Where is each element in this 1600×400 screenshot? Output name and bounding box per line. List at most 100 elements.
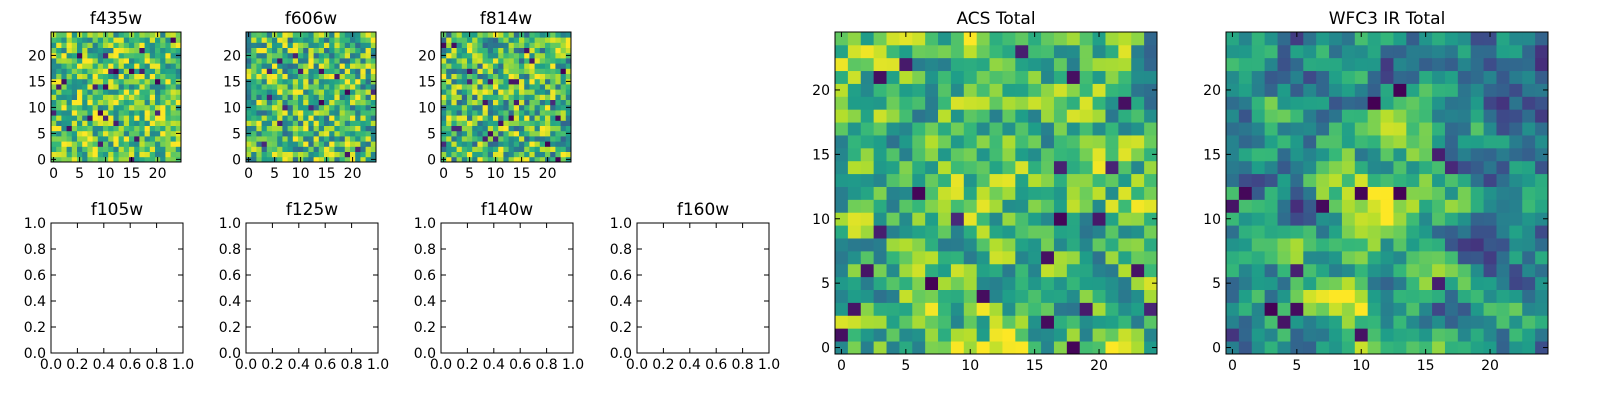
heatmap-cell	[139, 130, 145, 137]
heatmap-cell	[1066, 109, 1081, 123]
heatmap-cell	[108, 156, 114, 163]
heatmap-cell	[71, 37, 78, 43]
heatmap-cell	[292, 151, 299, 158]
heatmap-cell	[524, 94, 530, 100]
heatmap-cell	[545, 78, 551, 85]
heatmap-cell	[446, 120, 452, 126]
heatmap-cell	[899, 212, 913, 226]
heatmap-cell	[56, 32, 62, 38]
heatmap-cell	[334, 130, 340, 137]
ytick-label: 0.8	[219, 242, 241, 258]
heatmap-cell	[835, 212, 849, 226]
heatmap-cell	[365, 32, 372, 38]
heatmap-cell	[1367, 225, 1381, 239]
heatmap-cell	[1380, 315, 1394, 329]
heatmap-cell	[513, 110, 520, 116]
heatmap-cell	[144, 32, 151, 38]
heatmap-cell	[493, 47, 499, 54]
heatmap-cell	[1509, 32, 1523, 46]
heatmap-cell	[1066, 44, 1081, 59]
heatmap-cell	[925, 341, 939, 355]
heatmap-cell	[555, 125, 561, 132]
heatmap-cell	[339, 151, 346, 158]
heatmap-cell	[108, 89, 114, 95]
heatmap-cell	[860, 109, 875, 123]
heatmap-cell	[1131, 122, 1145, 136]
heatmap-cell	[139, 141, 145, 147]
heatmap-cell	[1393, 57, 1407, 72]
heatmap-cell	[477, 42, 483, 48]
heatmap-cell	[298, 52, 304, 59]
ytick-label: 10	[28, 100, 46, 116]
heatmap-cell	[139, 146, 145, 152]
heatmap-cell	[524, 58, 530, 64]
heatmap-cell	[287, 84, 294, 90]
heatmap-cell	[456, 52, 463, 59]
heatmap-cell	[1329, 302, 1343, 316]
heatmap-cell	[1341, 173, 1356, 187]
heatmap-cell	[324, 94, 330, 100]
heatmap-cell	[313, 73, 320, 80]
heatmap-cell	[482, 156, 489, 163]
heatmap-cell	[123, 68, 130, 74]
heatmap-cell	[976, 328, 990, 342]
heatmap-cell	[1329, 57, 1343, 72]
heatmap-cell	[539, 99, 546, 106]
heatmap-cell	[1316, 289, 1330, 303]
heatmap-cell	[256, 52, 262, 59]
heatmap-cell	[456, 104, 463, 111]
heatmap-cell	[61, 146, 67, 152]
heatmap-cell	[256, 58, 262, 64]
heatmap-cell	[155, 37, 161, 43]
heatmap-cell	[1277, 341, 1291, 355]
heatmap-cell	[963, 109, 978, 123]
heatmap-cell	[912, 70, 926, 84]
heatmap-cell	[282, 58, 288, 64]
heatmap-cell	[860, 302, 875, 316]
heatmap-cell	[1264, 289, 1278, 303]
heatmap-cell	[1535, 109, 1549, 123]
heatmap-cell	[1509, 250, 1523, 265]
heatmap-cell	[360, 125, 366, 132]
heatmap-cell	[1251, 160, 1266, 175]
heatmap-cell	[165, 73, 171, 80]
heatmap-cell	[313, 58, 320, 64]
heatmap-cell	[298, 110, 304, 116]
heatmap-cell	[539, 84, 546, 90]
heatmap-cell	[118, 68, 125, 74]
heatmap-cell	[261, 110, 268, 116]
heatmap-cell	[92, 58, 99, 64]
heatmap-cell	[261, 78, 268, 85]
heatmap-cell	[149, 141, 156, 147]
heatmap-cell	[87, 52, 93, 59]
heatmap-cell	[313, 110, 320, 116]
heatmap-cell	[477, 104, 483, 111]
heatmap-cell	[97, 73, 104, 80]
heatmap-cell	[313, 32, 320, 38]
ytick-label: 5	[232, 126, 241, 142]
heatmap-cell	[886, 250, 900, 265]
heatmap-cell	[963, 186, 978, 200]
heatmap-cell	[1118, 250, 1132, 265]
heatmap-cell	[1144, 212, 1158, 226]
heatmap-cell	[246, 42, 252, 48]
heatmap-cell	[1105, 109, 1119, 123]
heatmap-cell	[1264, 122, 1278, 136]
heatmap-cell	[1535, 57, 1549, 72]
heatmap-cell	[313, 52, 320, 59]
heatmap-cell	[912, 302, 926, 316]
heatmap-cell	[71, 146, 78, 152]
heatmap-cell	[835, 32, 849, 46]
heatmap-cell	[1264, 250, 1278, 265]
panel-title-f435w: f435w	[90, 9, 142, 29]
heatmap-cell	[1041, 276, 1055, 290]
heatmap-cell	[1092, 96, 1106, 110]
ytick-label: 0	[37, 152, 46, 168]
heatmap-cell	[144, 94, 151, 100]
heatmap-cell	[350, 115, 356, 121]
heatmap-cell	[1380, 328, 1394, 342]
heatmap-cell	[482, 120, 489, 126]
heatmap-cell	[92, 89, 99, 95]
heatmap-cell	[1496, 199, 1510, 213]
heatmap-cell	[66, 32, 73, 38]
